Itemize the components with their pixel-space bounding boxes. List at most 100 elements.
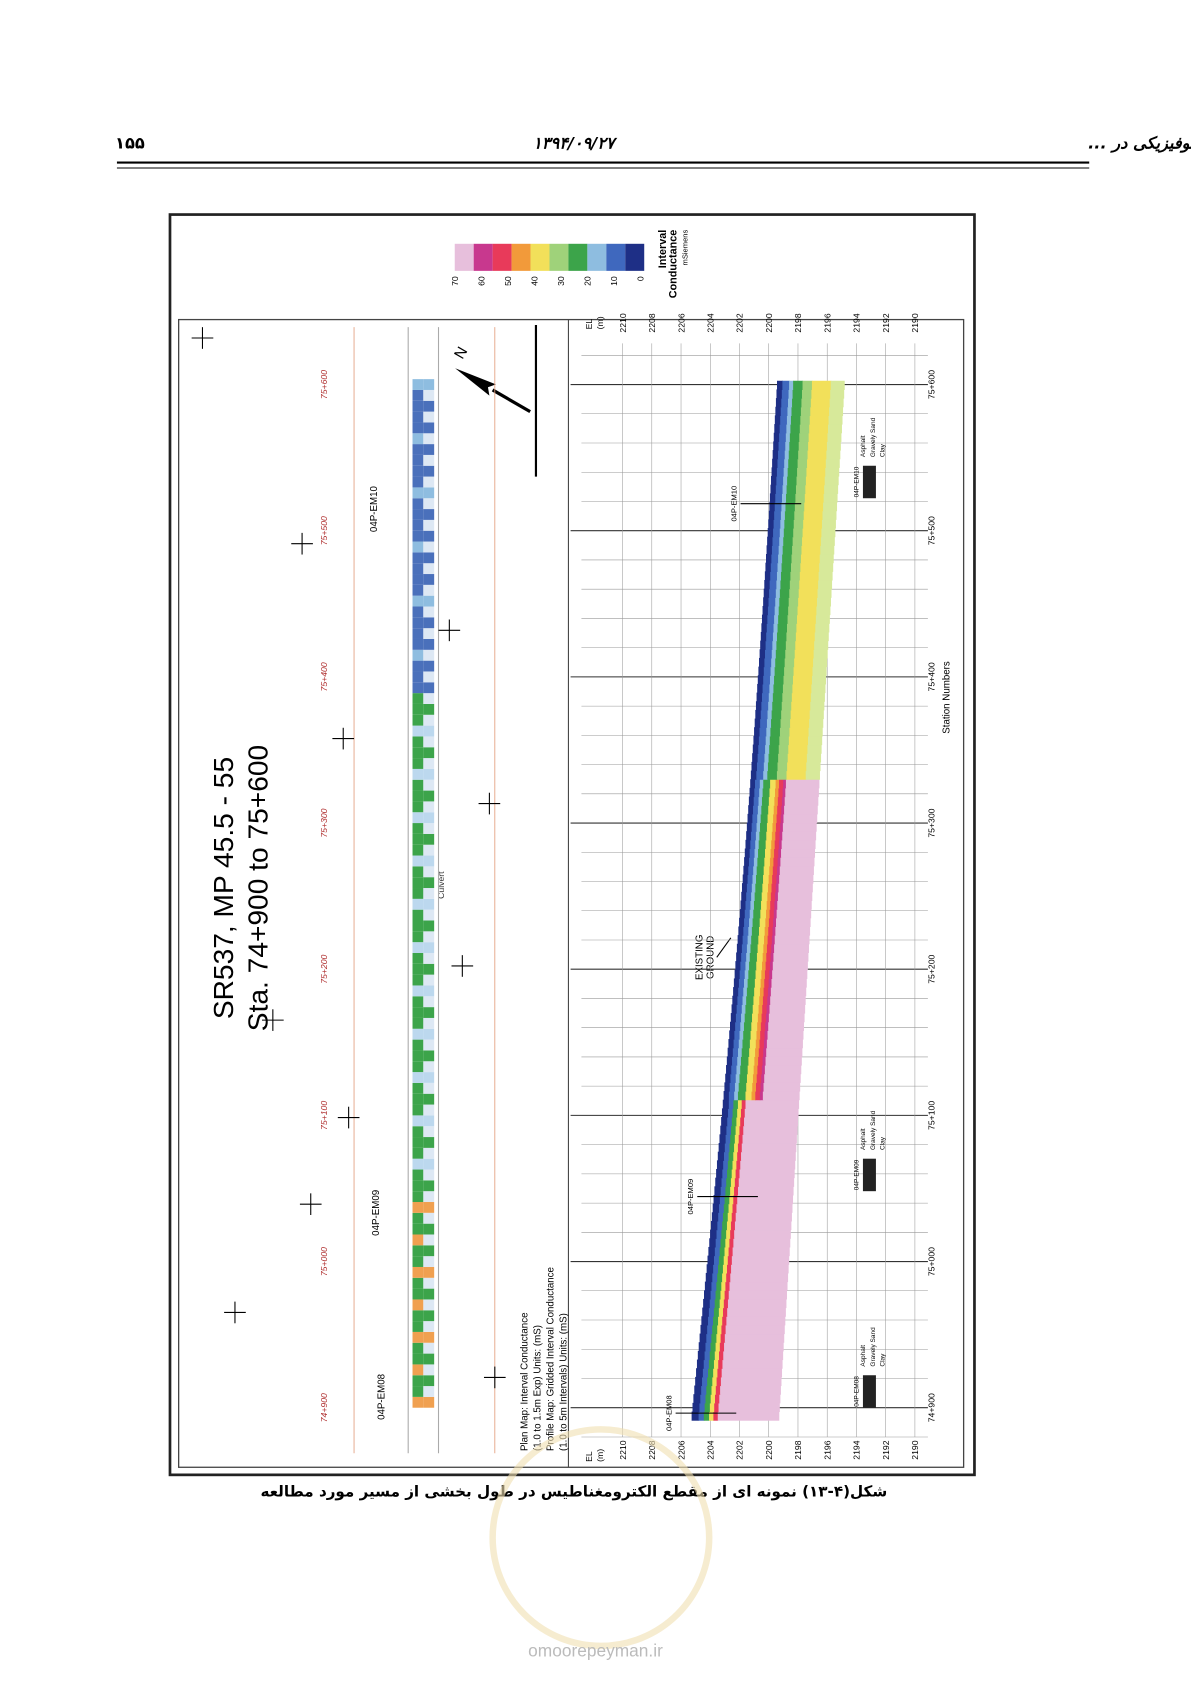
profile-cell bbox=[830, 389, 845, 399]
profile-cell bbox=[769, 857, 774, 867]
profile-cell bbox=[719, 1298, 725, 1309]
profile-cell bbox=[775, 649, 786, 659]
profile-cell bbox=[766, 900, 771, 910]
profile-cell bbox=[716, 1168, 723, 1179]
profile-cell bbox=[767, 614, 775, 624]
profile-cell bbox=[758, 796, 763, 806]
elevation-label: 2210 bbox=[618, 313, 628, 332]
profile-cell bbox=[751, 883, 756, 893]
profile-cell bbox=[761, 805, 769, 815]
plan-cell bbox=[412, 1050, 424, 1062]
profile-cell bbox=[790, 424, 801, 434]
plan-cell bbox=[423, 411, 435, 423]
profile-cell bbox=[711, 1281, 717, 1291]
profile-cell bbox=[809, 424, 829, 434]
plan-cell bbox=[423, 1115, 435, 1127]
profile-cell bbox=[713, 1359, 719, 1369]
profile-cell bbox=[800, 562, 820, 572]
date: ۱۳۹۴/۰۹/۲۷ bbox=[533, 134, 618, 153]
plan-cell bbox=[423, 1017, 435, 1029]
profile-cell bbox=[778, 883, 813, 893]
profile-cell bbox=[756, 961, 763, 971]
profile-cell bbox=[759, 649, 766, 659]
plan-cell bbox=[423, 1212, 435, 1224]
legend-tick: 20 bbox=[583, 276, 593, 286]
profile-cell bbox=[753, 735, 760, 746]
profile-cell bbox=[750, 1030, 758, 1040]
profile-cell bbox=[810, 406, 830, 416]
profile-cell bbox=[732, 1203, 738, 1213]
profile-cell bbox=[781, 805, 785, 815]
profile-cell bbox=[768, 1013, 805, 1023]
profile-cell bbox=[770, 571, 778, 581]
profile-cell bbox=[748, 857, 755, 867]
profile-cell bbox=[721, 1177, 727, 1187]
profile-cell bbox=[786, 484, 797, 494]
profile-cell bbox=[736, 1117, 741, 1127]
plan-cell bbox=[423, 790, 435, 802]
profile-cell bbox=[789, 380, 794, 390]
profile-cell bbox=[751, 822, 758, 832]
profile-cell bbox=[714, 1246, 721, 1257]
profile-cell bbox=[777, 623, 788, 633]
profile-cell bbox=[773, 917, 777, 927]
plan-cell bbox=[423, 888, 435, 899]
profile-cell bbox=[761, 796, 770, 806]
profile-cell bbox=[760, 822, 768, 832]
profile-cell bbox=[712, 1324, 718, 1335]
chapter-title: فصل چهارم ـ مثال‌هایی از کاربرد روش‌های … bbox=[1088, 134, 1191, 154]
plan-cell bbox=[412, 1277, 424, 1289]
profile-cell bbox=[763, 874, 770, 884]
profile-cell bbox=[771, 553, 779, 564]
plan-cell bbox=[412, 942, 424, 953]
profile-cell bbox=[778, 441, 786, 451]
profile-cell bbox=[742, 1134, 797, 1144]
profile-cell bbox=[792, 683, 812, 694]
profile-cell bbox=[768, 796, 775, 806]
profile-cell bbox=[756, 1030, 761, 1040]
profile-cell bbox=[773, 432, 780, 442]
profile-cell bbox=[754, 787, 760, 798]
plan-cell bbox=[412, 1039, 424, 1051]
profile-cell bbox=[692, 1402, 700, 1413]
profile-cell bbox=[719, 1342, 725, 1352]
profile-cell bbox=[774, 415, 781, 425]
profile-cell bbox=[756, 761, 765, 772]
profile-cell bbox=[784, 805, 818, 815]
profile-cell bbox=[776, 579, 781, 590]
profile-cell bbox=[750, 839, 756, 850]
plan-cell bbox=[412, 628, 424, 639]
log-label: Clay bbox=[880, 443, 887, 457]
legend-tick: 70 bbox=[450, 276, 460, 286]
profile-cell bbox=[720, 1238, 726, 1248]
log-label: Clay bbox=[880, 1136, 887, 1150]
profile-cell bbox=[791, 701, 811, 711]
profile-cell bbox=[702, 1376, 708, 1387]
profile-cell bbox=[738, 1177, 795, 1187]
profile-cell bbox=[773, 909, 778, 919]
plan-station-label: 75+000 bbox=[319, 1247, 329, 1276]
profile-cell bbox=[753, 796, 760, 806]
plan-cell bbox=[423, 1191, 435, 1203]
profile-cell bbox=[780, 857, 815, 867]
profile-cell bbox=[786, 415, 792, 425]
profile-cell bbox=[785, 441, 790, 451]
plan-station-label: 75+400 bbox=[319, 662, 329, 691]
profile-cell bbox=[715, 1238, 722, 1248]
profile-cell bbox=[777, 458, 785, 468]
profile-cell bbox=[811, 675, 827, 685]
plan-cell bbox=[412, 574, 424, 585]
profile-cell bbox=[732, 1047, 739, 1057]
profile-cell bbox=[769, 493, 776, 503]
profile-cell bbox=[788, 744, 808, 754]
profile-cell bbox=[733, 1238, 791, 1248]
legend-swatch bbox=[606, 243, 626, 271]
profile-cell bbox=[735, 1168, 741, 1179]
profile-cell bbox=[735, 961, 741, 971]
plan-cell bbox=[423, 595, 435, 607]
profile-cell bbox=[765, 562, 772, 572]
profile-cell bbox=[752, 917, 761, 927]
plan-cell bbox=[423, 1310, 435, 1322]
profile-cell bbox=[752, 1082, 757, 1092]
profile-cell bbox=[735, 1125, 740, 1135]
